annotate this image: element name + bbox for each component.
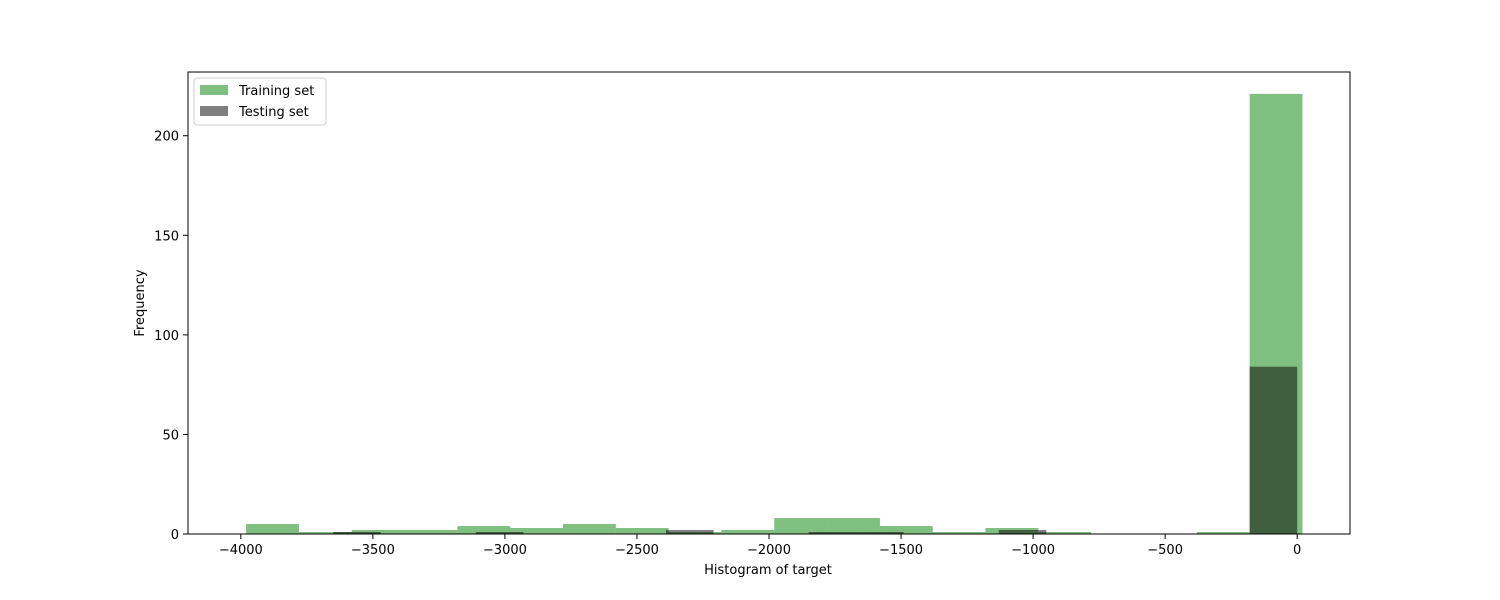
histogram-bar-training-5 (510, 528, 564, 534)
histogram-bar-training-13 (932, 532, 986, 534)
y-axis-label: Frequency (133, 269, 148, 336)
histogram-bar-training-18 (1196, 532, 1250, 534)
legend-label-testing: Testing set (238, 105, 309, 120)
x-tick-label: −1500 (879, 543, 923, 558)
legend-swatch-training (200, 85, 228, 95)
plot-area-frame (187, 71, 1351, 535)
x-tick-label: −4000 (219, 543, 263, 558)
y-tick-label: 100 (154, 329, 179, 344)
histogram-bar-testing-10 (808, 532, 857, 534)
x-axis-label: Histogram of target (704, 563, 832, 578)
x-axis-ticks: −4000 −3500 −3000 −2500 −2000 −1500 −1000 −500 0 (219, 534, 1301, 558)
x-tick-label: −2000 (747, 543, 791, 558)
histogram-bar-training-10 (774, 518, 828, 534)
legend: Training set Testing set (193, 77, 327, 126)
histogram-bar-training-11 (827, 518, 880, 534)
histogram-bar-testing-0 (333, 532, 381, 534)
x-tick-label: −2500 (615, 543, 659, 558)
x-tick-label: −3500 (351, 543, 395, 558)
legend-swatch-testing (200, 106, 228, 116)
histogram-bar-training-15 (1038, 532, 1092, 534)
histogram-bar-training-7 (615, 528, 669, 534)
y-tick-label: 150 (154, 229, 179, 244)
histogram-bar-training-4 (457, 526, 511, 534)
legend-label-training: Training set (238, 84, 314, 99)
histogram-bar-testing-20 (1249, 366, 1298, 534)
histogram-bar-testing-14 (998, 530, 1047, 534)
histogram-bar-testing-3 (475, 532, 524, 534)
y-tick-label: 200 (154, 130, 179, 145)
training-set-bars (246, 93, 1303, 534)
histogram-bar-training-3 (404, 530, 458, 534)
y-axis-ticks: 0 50 100 150 200 (154, 130, 188, 543)
x-tick-label: −500 (1147, 543, 1183, 558)
y-tick-label: 0 (171, 528, 179, 543)
histogram-bar-training-9 (721, 530, 775, 534)
histogram-bar-training-0 (246, 524, 299, 534)
histogram-bar-testing-7 (666, 530, 714, 534)
histogram-bar-training-6 (563, 524, 616, 534)
x-tick-label: −3000 (483, 543, 527, 558)
x-tick-label: −1000 (1011, 543, 1055, 558)
y-tick-label: 50 (162, 428, 179, 443)
histogram-bar-training-12 (879, 526, 933, 534)
histogram-bar-training-1 (298, 532, 352, 534)
x-tick-label: 0 (1293, 543, 1301, 558)
testing-set-bars (333, 366, 1298, 534)
histogram-bar-testing-11 (856, 532, 904, 534)
